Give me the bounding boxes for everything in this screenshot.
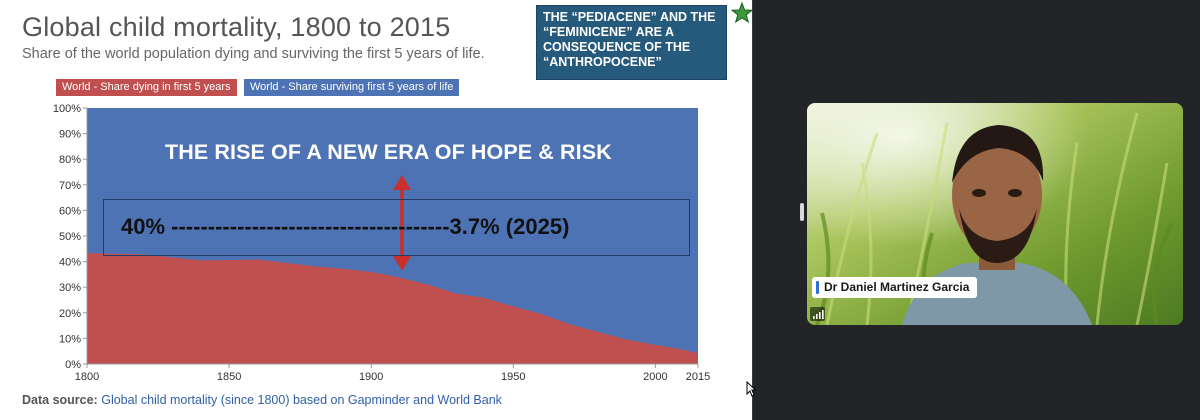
y-tick-label: 10% <box>59 333 81 345</box>
slide-subtitle: Share of the world population dying and … <box>22 46 485 62</box>
y-tick-label: 80% <box>59 154 81 166</box>
annotation-text: 40% ------------------------------------… <box>121 214 570 239</box>
x-tick-label: 1900 <box>359 371 383 383</box>
x-tick-label: 1950 <box>501 371 525 383</box>
x-tick-label: 2000 <box>643 371 667 383</box>
x-tick-label: 2015 <box>686 371 710 383</box>
shared-slide: Global child mortality, 1800 to 2015 Sha… <box>0 0 752 420</box>
x-tick-label: 1800 <box>75 371 99 383</box>
y-tick-label: 60% <box>59 205 81 217</box>
callout-box: THE “PEDIACENE” AND THE “FEMINICENE” ARE… <box>536 5 727 80</box>
mouse-cursor-icon <box>746 381 756 397</box>
legend-dying: World - Share dying in first 5 years <box>56 79 237 96</box>
callout-line: “ANTHROPOCENE” <box>543 55 662 69</box>
annotation-title: THE RISE OF A NEW ERA OF HOPE & RISK <box>165 140 612 164</box>
y-tick-label: 40% <box>59 257 81 269</box>
y-tick-label: 90% <box>59 129 81 141</box>
connection-signal-icon <box>810 307 825 321</box>
source-label: Data source: <box>22 393 98 407</box>
x-tick-label: 1850 <box>217 371 241 383</box>
source-link[interactable]: Global child mortality (since 1800) base… <box>101 393 502 407</box>
legend-surviving: World - Share surviving first 5 years of… <box>244 79 460 96</box>
resize-handle[interactable] <box>800 203 804 221</box>
panel-divider[interactable] <box>752 0 753 420</box>
y-tick-label: 70% <box>59 180 81 192</box>
callout-line: “FEMINICENE” ARE A <box>543 25 675 39</box>
y-tick-label: 0% <box>65 359 81 371</box>
arrow-head-down <box>393 256 411 271</box>
y-tick-label: 20% <box>59 308 81 320</box>
slide-title: Global child mortality, 1800 to 2015 <box>22 12 451 42</box>
callout-line: CONSEQUENCE OF THE <box>543 40 691 54</box>
y-tick-label: 100% <box>53 103 81 115</box>
mortality-area-chart: 0% 10% 20% 30% 40% 50% 60% 70% 80% 90% 100% 1800 185… <box>53 103 710 383</box>
y-tick-label: 30% <box>59 282 81 294</box>
callout-line: THE “PEDIACENE” AND THE <box>543 10 716 24</box>
arrow-head-up <box>393 175 411 190</box>
annotation-box <box>103 199 690 256</box>
participant-name-badge: Dr Daniel Martinez Garcia <box>812 277 978 298</box>
dying-area <box>87 253 698 364</box>
data-source: Data source: Global child mortality (sin… <box>22 393 502 407</box>
star-icon <box>731 2 752 24</box>
y-tick-label: 50% <box>59 231 81 243</box>
